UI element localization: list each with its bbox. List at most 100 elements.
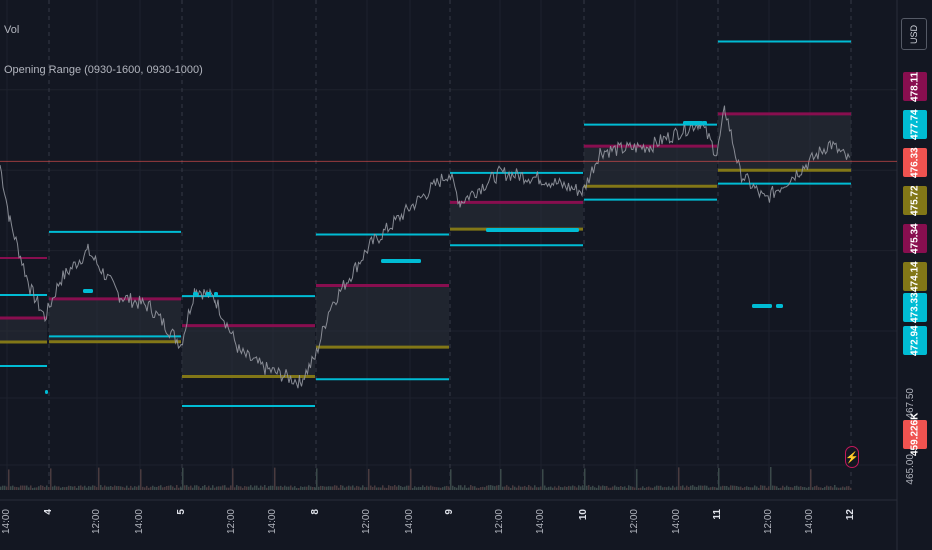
volume-bar xyxy=(648,486,650,490)
volume-bar xyxy=(732,485,734,490)
x-tick-label: 12:00 xyxy=(629,509,640,535)
price-series-line xyxy=(0,105,850,389)
volume-bar xyxy=(532,487,534,490)
volume-bar xyxy=(454,486,456,490)
volume-bar xyxy=(834,485,836,490)
volume-bar xyxy=(558,485,560,490)
volume-bar xyxy=(230,485,232,490)
volume-bar xyxy=(270,485,272,490)
volume-bar xyxy=(548,486,550,490)
volume-bar xyxy=(586,485,588,490)
volume-bar xyxy=(322,486,324,490)
volume-bar xyxy=(566,486,568,490)
currency-button[interactable]: USD xyxy=(901,18,927,50)
volume-bar xyxy=(380,487,382,490)
volume-bar xyxy=(568,485,570,490)
volume-bar xyxy=(736,486,738,490)
volume-bar xyxy=(654,486,656,490)
volume-bar xyxy=(844,487,846,490)
volume-bar xyxy=(142,486,144,490)
volume-bar xyxy=(280,485,282,490)
volume-bar xyxy=(16,486,18,490)
volume-bar xyxy=(284,485,286,490)
volume-bar xyxy=(598,485,600,490)
volume-bar xyxy=(504,486,506,490)
volume-bar xyxy=(302,486,304,490)
volume-bar xyxy=(740,486,742,490)
volume-bar xyxy=(276,486,278,490)
volume-bar xyxy=(356,485,358,490)
volume-bar xyxy=(140,469,142,490)
volume-bar xyxy=(818,487,820,490)
volume-bar xyxy=(714,486,716,490)
volume-bar xyxy=(426,485,428,490)
x-tick-label: 12 xyxy=(845,509,856,521)
volume-bar xyxy=(622,486,624,490)
legend-volume[interactable]: Vol xyxy=(4,24,20,36)
x-tick-label: 12:00 xyxy=(494,509,505,535)
volume-bar xyxy=(480,487,482,490)
volume-bar xyxy=(422,485,424,490)
volume-bar xyxy=(248,486,250,490)
volume-bar xyxy=(74,486,76,490)
volume-bar xyxy=(364,487,366,490)
volume-bar xyxy=(358,486,360,490)
volume-bar xyxy=(738,486,740,490)
volume-bar xyxy=(790,487,792,490)
volume-bar xyxy=(694,486,696,490)
price-label: 477.74 xyxy=(903,109,927,140)
volume-bar xyxy=(506,485,508,490)
volume-bar xyxy=(822,487,824,490)
volume-bar xyxy=(546,487,548,490)
volume-bar xyxy=(602,485,604,490)
volume-bar xyxy=(708,487,710,490)
volume-bar xyxy=(112,486,114,490)
volume-bar xyxy=(120,486,122,490)
volume-bar xyxy=(632,486,634,490)
volume-bar xyxy=(138,485,140,490)
volume-bar xyxy=(208,485,210,490)
volume-bar xyxy=(510,487,512,490)
volume-bar xyxy=(814,486,816,490)
volume-bar xyxy=(416,487,418,490)
volume-bar xyxy=(432,486,434,490)
volume-bar xyxy=(360,487,362,490)
volume-bar xyxy=(508,486,510,490)
signal-marker xyxy=(381,259,421,263)
volume-bar xyxy=(56,486,58,490)
volume-bar xyxy=(794,485,796,490)
x-tick-label: 10 xyxy=(578,509,589,521)
volume-bar xyxy=(166,485,168,490)
volume-bar xyxy=(296,487,298,490)
volume-bar xyxy=(324,486,326,490)
volume-bar xyxy=(782,485,784,490)
price-label: 472.94 xyxy=(903,325,927,356)
volume-bar xyxy=(414,486,416,490)
volume-bar xyxy=(594,487,596,490)
volume-bar xyxy=(580,486,582,490)
volume-bar xyxy=(198,486,200,490)
volume-bar xyxy=(32,487,34,490)
volume-bar xyxy=(194,485,196,490)
volume-bar xyxy=(232,468,234,490)
legend-indicator[interactable]: Opening Range (0930-1600, 0930-1000) xyxy=(4,64,203,76)
volume-bar xyxy=(64,487,66,490)
volume-bar xyxy=(114,485,116,490)
volume-bar xyxy=(576,487,578,490)
volume-bar xyxy=(406,485,408,490)
volume-bar xyxy=(624,486,626,490)
volume-bar xyxy=(780,487,782,490)
x-tick-label: 12:00 xyxy=(91,509,102,535)
lightning-icon[interactable]: ⚡ xyxy=(845,446,859,468)
volume-bar xyxy=(164,486,166,490)
volume-bar xyxy=(746,486,748,490)
volume-bar xyxy=(494,486,496,490)
volume-bar xyxy=(772,485,774,490)
volume-bar xyxy=(792,487,794,490)
volume-bar xyxy=(458,485,460,490)
volume-bar xyxy=(76,487,78,490)
x-tick-label: 11 xyxy=(712,509,723,520)
volume-bar xyxy=(572,485,574,490)
volume-bar xyxy=(700,485,702,490)
